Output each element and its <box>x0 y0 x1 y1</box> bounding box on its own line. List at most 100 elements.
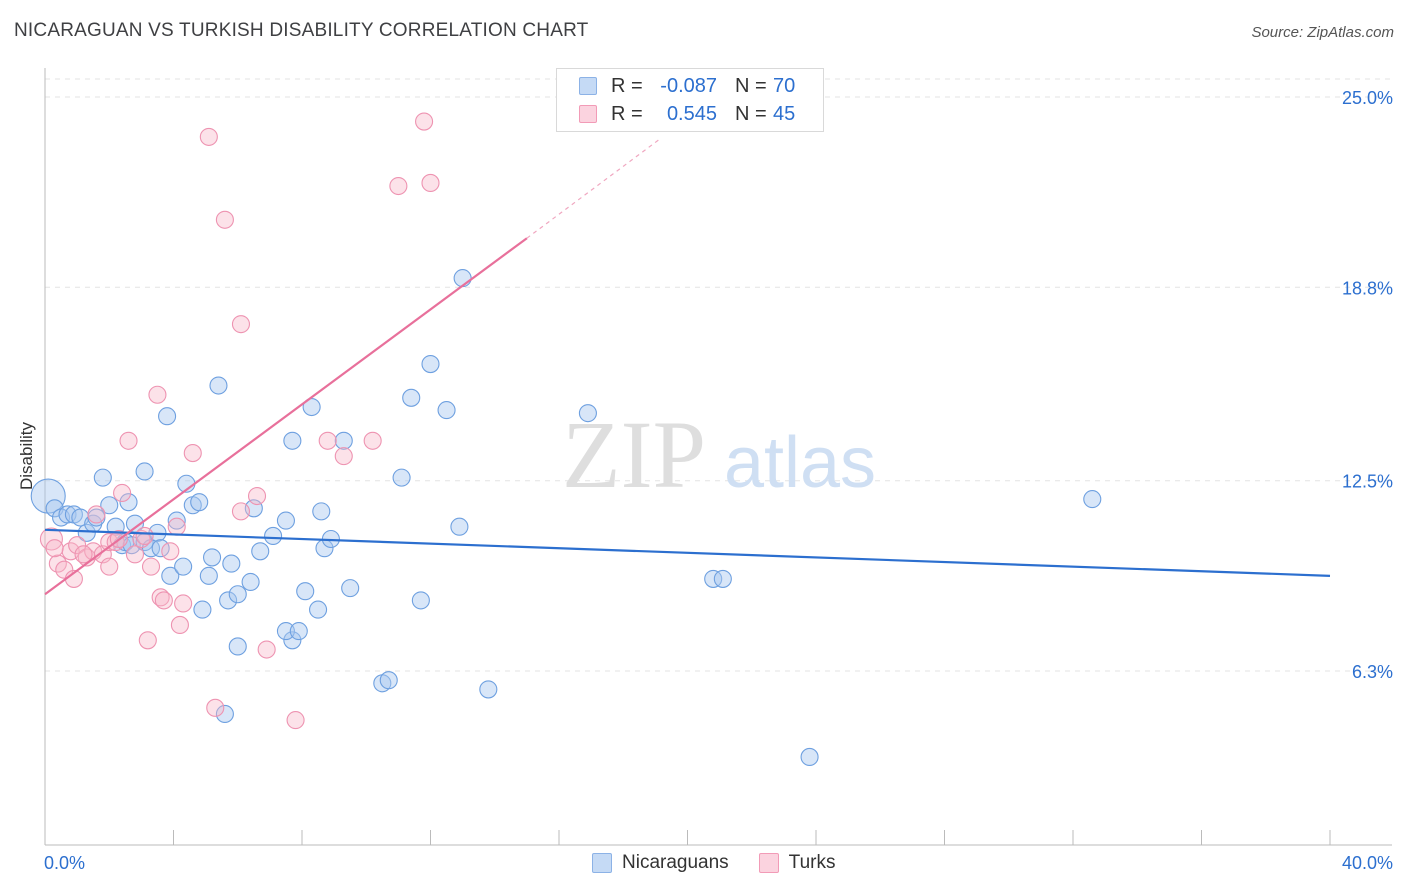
nicaraguan-point <box>411 591 430 610</box>
nicaraguan-point <box>450 517 469 536</box>
nicaraguan-point <box>704 569 723 588</box>
nicaraguan-trend-line <box>44 528 1331 577</box>
nicaraguan-point <box>437 401 456 420</box>
nicaraguan-point <box>453 269 472 288</box>
nicaraguan-point <box>379 671 398 690</box>
nicaraguan-point <box>158 407 177 426</box>
tick-labels: 6.3% 12.5% 18.8% 25.0% 0.0% 40.0% <box>44 88 1393 873</box>
nicaraguan-point <box>161 566 180 585</box>
x-tick-label-min: 0.0% <box>44 853 85 873</box>
r-label: R = <box>611 74 643 97</box>
turk-point <box>167 517 186 536</box>
turk-point <box>286 711 305 730</box>
y-tick-label: 6.3% <box>1352 662 1393 682</box>
nicaraguan-point <box>77 523 96 542</box>
nicaraguan-point <box>193 600 212 619</box>
turk-point <box>132 529 151 549</box>
nicaraguan-point <box>334 431 353 450</box>
r-value: -0.087 <box>660 74 717 97</box>
turk-point <box>231 502 251 521</box>
nicaraguan-point <box>222 554 241 573</box>
legend-label-turks: Turks <box>788 852 836 873</box>
legend-item-turks: Turks <box>758 852 836 874</box>
turk-point <box>415 112 434 131</box>
nicaraguan-point <box>135 462 154 481</box>
r-label: R = <box>611 102 643 125</box>
nicaraguan-point <box>174 557 193 576</box>
turk-point <box>125 545 144 564</box>
turk-point <box>113 483 132 503</box>
n-value: 45 <box>773 102 796 125</box>
nicaraguan-point <box>283 631 302 650</box>
watermark-atlas: atlas <box>724 423 876 503</box>
nicaraguan-point <box>190 493 209 512</box>
turk-point <box>174 594 193 613</box>
turk-point <box>318 431 337 450</box>
n-value: 70 <box>773 74 796 97</box>
nicaraguan-point <box>228 637 247 656</box>
nicaraguan-point <box>309 600 328 619</box>
nicaraguan-point <box>100 496 119 515</box>
nicaraguan-point <box>402 388 421 407</box>
turk-point <box>389 176 408 196</box>
turk-point <box>206 698 225 717</box>
nicaraguan-point <box>713 569 732 588</box>
nicaraguan-point <box>228 585 247 604</box>
nicaraguan-point <box>276 622 295 641</box>
turk-point <box>138 631 157 650</box>
turk-point <box>231 315 251 334</box>
turk-point <box>363 431 382 450</box>
nicaraguan-point <box>479 680 498 699</box>
legend-swatch-nicaraguans <box>592 853 612 873</box>
n-label: N = <box>735 74 767 97</box>
turk-point <box>334 447 353 466</box>
turk-point <box>141 557 161 576</box>
nicaraguan-point <box>209 376 228 395</box>
series-legend: Nicaraguans Turks <box>592 852 865 874</box>
legend-label-nicaraguans: Nicaraguans <box>622 852 729 873</box>
nicaraguan-point <box>276 511 295 530</box>
nicaraguan-point <box>341 579 360 598</box>
nicaraguan-point <box>392 468 411 487</box>
turk-point <box>183 444 202 463</box>
nicaraguan-point <box>215 704 234 724</box>
correlation-legend: R = -0.087 N = 70 R = 0.545 N = 45 <box>556 68 824 132</box>
nicaraguan-point <box>203 548 222 567</box>
nicaraguan-point <box>296 582 315 601</box>
nicaraguan-point <box>421 354 440 374</box>
turk-point <box>148 385 167 404</box>
nicaraguan-point <box>241 572 260 592</box>
nicaraguan-point <box>264 526 283 545</box>
turk-point <box>161 542 180 561</box>
turk-point <box>74 545 93 564</box>
legend-row-turks: R = 0.545 N = 45 <box>579 101 795 127</box>
turk-point <box>135 526 154 545</box>
nicaraguan-point <box>283 431 302 450</box>
legend-row-nicaraguans: R = -0.087 N = 70 <box>579 73 795 99</box>
x-tick-label-max: 40.0% <box>1342 853 1393 873</box>
y-tick-label: 18.8% <box>1342 278 1393 298</box>
turk-point <box>100 557 119 576</box>
turk-point <box>87 505 106 524</box>
legend-swatch-nicaraguans <box>579 77 597 95</box>
turk-point <box>257 640 276 659</box>
turk-point <box>39 527 63 551</box>
source-label: Source: ZipAtlas.com <box>1251 24 1394 41</box>
nicaraguan-point <box>151 539 170 558</box>
turk-trend-extension <box>526 139 659 239</box>
trend-lines <box>44 139 1331 596</box>
turk-point <box>199 127 218 146</box>
turk-point <box>170 615 189 635</box>
nicaraguan-point <box>800 747 819 766</box>
axes <box>44 68 1392 846</box>
turk-point <box>45 539 64 558</box>
turk-point <box>215 210 234 229</box>
legend-swatch-turks <box>579 105 597 123</box>
turk-point <box>154 591 173 610</box>
y-axis-label: Disability <box>17 421 36 491</box>
nicaraguan-point <box>289 622 308 641</box>
legend-swatch-turks <box>758 853 779 873</box>
turk-point <box>119 431 138 450</box>
legend-item-nicaraguans: Nicaraguans <box>592 852 729 874</box>
